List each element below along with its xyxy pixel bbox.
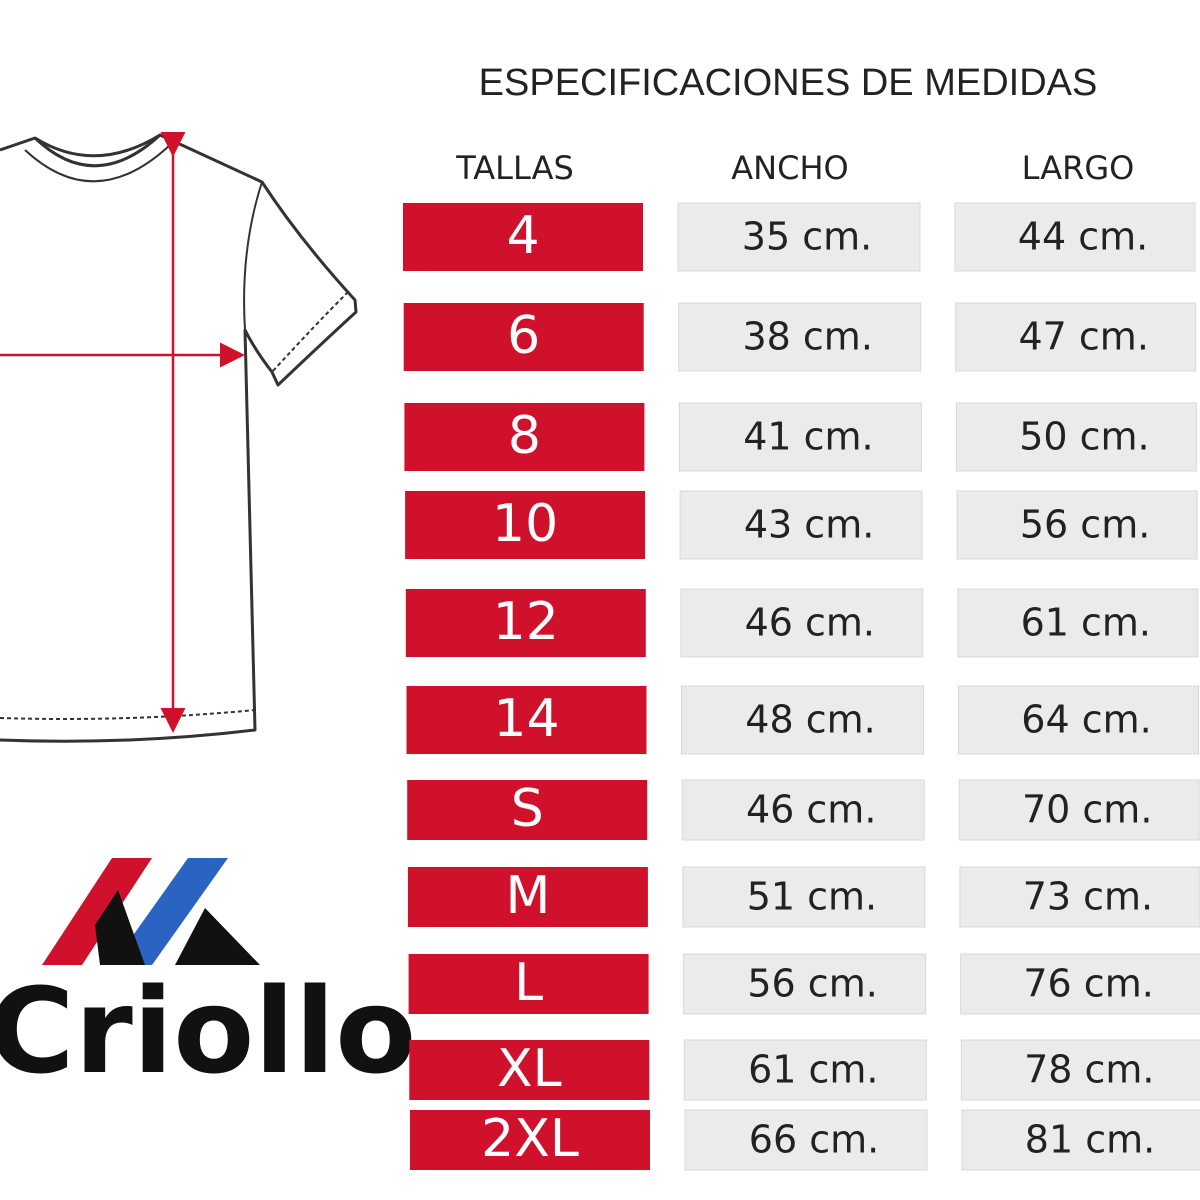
measure-value: 56 cm. <box>747 962 877 1006</box>
measure-value: 78 cm. <box>1024 1048 1154 1092</box>
measure-value: 41 cm. <box>743 415 873 459</box>
size-cell <box>403 303 644 371</box>
measure-value: 66 cm. <box>749 1118 879 1162</box>
measure-value: 48 cm. <box>745 698 875 742</box>
measure-cell <box>679 490 923 560</box>
measure-value: 50 cm. <box>1019 415 1149 459</box>
measure-cell <box>956 490 1198 560</box>
measure-cell <box>684 1109 928 1171</box>
measure-value: 47 cm. <box>1018 315 1148 359</box>
column-header: ANCHO <box>731 149 848 187</box>
measure-cell <box>683 953 927 1015</box>
measure-cell <box>954 202 1196 272</box>
measure-cell <box>681 685 924 755</box>
measure-value: 43 cm. <box>744 503 874 547</box>
measure-value: 44 cm. <box>1018 215 1148 259</box>
size-label: 10 <box>492 494 558 554</box>
measure-value: 38 cm. <box>742 315 872 359</box>
measure-value: 81 cm. <box>1025 1118 1155 1162</box>
measure-cell <box>677 202 921 272</box>
size-cell <box>404 403 645 471</box>
measure-value: 35 cm. <box>742 215 872 259</box>
size-cell <box>403 203 643 271</box>
measure-cell <box>955 402 1197 472</box>
measure-cell <box>958 685 1199 755</box>
size-label: 14 <box>493 689 559 749</box>
measure-cell <box>681 779 925 841</box>
size-label: M <box>505 866 550 926</box>
measure-value: 64 cm. <box>1021 698 1151 742</box>
size-cell <box>407 867 648 927</box>
size-label: 8 <box>508 406 541 466</box>
measure-cell <box>957 588 1199 658</box>
measure-cell <box>960 953 1200 1015</box>
measure-cell <box>678 302 922 372</box>
measure-value: 51 cm. <box>747 875 877 919</box>
measure-value: 46 cm. <box>746 788 876 832</box>
size-cell <box>409 1040 650 1100</box>
size-label: L <box>514 953 543 1013</box>
brand-logo <box>42 858 260 965</box>
size-label: 2XL <box>481 1109 579 1169</box>
measure-cell <box>959 866 1200 928</box>
measure-value: 56 cm. <box>1020 503 1150 547</box>
size-cell <box>408 954 649 1014</box>
title: ESPECIFICACIONES DE MEDIDAS <box>479 62 1098 104</box>
measure-cell <box>955 302 1197 372</box>
tshirt-drawing <box>0 133 358 743</box>
measure-cell <box>680 588 924 658</box>
measure-cell <box>678 402 922 472</box>
measure-value: 76 cm. <box>1023 962 1153 1006</box>
size-cell <box>405 589 646 657</box>
measure-value: 46 cm. <box>745 601 875 645</box>
size-label: XL <box>497 1039 562 1099</box>
size-cell <box>406 686 647 754</box>
measure-value: 70 cm. <box>1022 788 1152 832</box>
measure-cell <box>682 866 926 928</box>
size-cell <box>407 780 648 840</box>
measure-value: 73 cm. <box>1023 875 1153 919</box>
column-header: TALLAS <box>455 149 574 187</box>
column-header: LARGO <box>1022 149 1135 187</box>
brand-name: Criollo <box>0 962 416 1100</box>
measure-arrows <box>0 132 245 733</box>
measure-cell <box>683 1039 927 1101</box>
size-cell <box>405 491 646 559</box>
measure-cell <box>960 1039 1200 1101</box>
measure-value: 61 cm. <box>748 1048 878 1092</box>
measure-cell <box>958 779 1200 841</box>
size-label: 6 <box>507 306 540 366</box>
measure-cell <box>961 1109 1200 1171</box>
size-cell <box>410 1110 650 1170</box>
size-label: S <box>511 779 544 839</box>
size-label: 4 <box>506 206 539 266</box>
size-label: 12 <box>493 592 559 652</box>
measure-value: 61 cm. <box>1021 601 1151 645</box>
